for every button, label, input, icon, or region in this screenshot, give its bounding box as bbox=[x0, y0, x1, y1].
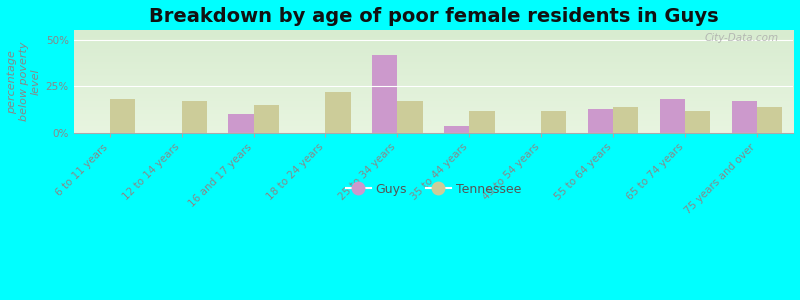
Bar bbox=[588, 109, 614, 133]
Bar bbox=[110, 99, 135, 133]
Bar bbox=[372, 55, 398, 133]
Bar bbox=[444, 125, 470, 133]
Bar bbox=[398, 101, 422, 133]
Bar bbox=[614, 107, 638, 133]
Bar bbox=[326, 92, 350, 133]
Bar bbox=[542, 111, 566, 133]
Text: City-Data.com: City-Data.com bbox=[705, 33, 778, 43]
Title: Breakdown by age of poor female residents in Guys: Breakdown by age of poor female resident… bbox=[149, 7, 718, 26]
Bar bbox=[732, 101, 757, 133]
Bar bbox=[228, 114, 254, 133]
Legend: Guys, Tennessee: Guys, Tennessee bbox=[341, 178, 526, 201]
Bar bbox=[254, 105, 278, 133]
Bar bbox=[182, 101, 206, 133]
Bar bbox=[757, 107, 782, 133]
Y-axis label: percentage
below poverty
level: percentage below poverty level bbox=[7, 42, 40, 122]
Bar bbox=[685, 111, 710, 133]
Bar bbox=[660, 99, 685, 133]
Bar bbox=[470, 111, 494, 133]
